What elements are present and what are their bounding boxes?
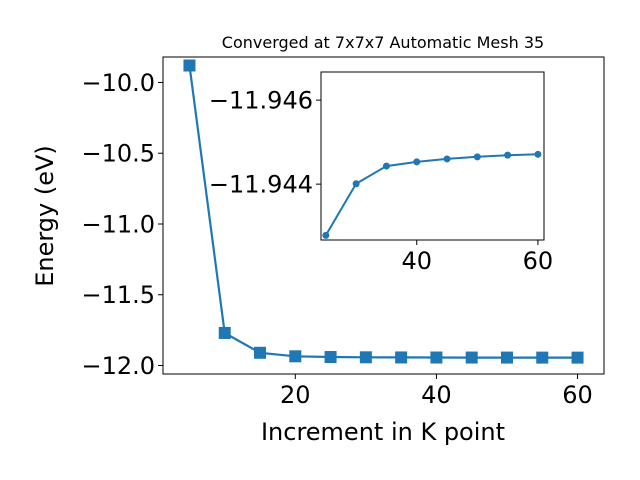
inset-series-points bbox=[322, 150, 542, 239]
inset-data-point bbox=[322, 231, 330, 239]
chart-title: Converged at 7x7x7 Automatic Mesh 35 bbox=[222, 33, 544, 52]
main-x-tick-label: 60 bbox=[562, 381, 593, 409]
main-y-tick-label: −11.0 bbox=[81, 210, 155, 238]
inset-y-tick-label: −11.946 bbox=[209, 87, 313, 115]
inset-y-ticks: −11.946 −11.944 bbox=[209, 87, 321, 199]
main-series-points bbox=[183, 59, 584, 364]
main-data-point bbox=[254, 346, 267, 359]
inset-data-point bbox=[534, 150, 542, 158]
inset-data-point bbox=[413, 158, 421, 166]
main-data-point bbox=[218, 326, 231, 339]
main-data-point bbox=[183, 59, 196, 72]
inset-data-point bbox=[382, 162, 390, 170]
y-axis-label: Energy (eV) bbox=[31, 145, 59, 287]
inset-data-point bbox=[504, 151, 512, 159]
main-y-ticks: −10.0 −10.5 −11.0 −11.5 −12.0 bbox=[81, 69, 163, 380]
inset-data-point bbox=[443, 155, 451, 163]
inset-plot: 40 60 −11.946 −11.944 bbox=[209, 71, 553, 275]
main-x-tick-label: 40 bbox=[421, 381, 452, 409]
main-data-point bbox=[359, 351, 372, 364]
main-data-point bbox=[536, 351, 549, 364]
inset-series-line bbox=[324, 153, 538, 236]
inset-data-point bbox=[352, 180, 360, 188]
main-x-tick-label: 20 bbox=[280, 381, 311, 409]
inset-x-tick-label: 40 bbox=[401, 247, 432, 275]
x-axis-label: Increment in K point bbox=[261, 418, 505, 446]
inset-x-tick-label: 60 bbox=[523, 247, 554, 275]
inset-x-ticks: 40 60 bbox=[401, 240, 553, 275]
main-data-point bbox=[395, 351, 408, 364]
main-y-tick-label: −12.0 bbox=[81, 352, 155, 380]
main-y-tick-label: −10.0 bbox=[81, 69, 155, 97]
main-x-ticks: 20 40 60 bbox=[280, 374, 593, 409]
main-y-tick-label: −11.5 bbox=[81, 281, 155, 309]
main-data-point bbox=[324, 351, 337, 364]
main-data-point bbox=[571, 351, 584, 364]
main-y-tick-label: −10.5 bbox=[81, 140, 155, 168]
main-data-point bbox=[500, 351, 513, 364]
inset-data-point bbox=[473, 153, 481, 161]
main-data-point bbox=[465, 351, 478, 364]
inset-y-tick-label: −11.944 bbox=[209, 171, 313, 199]
main-data-point bbox=[430, 351, 443, 364]
main-data-point bbox=[289, 350, 302, 363]
